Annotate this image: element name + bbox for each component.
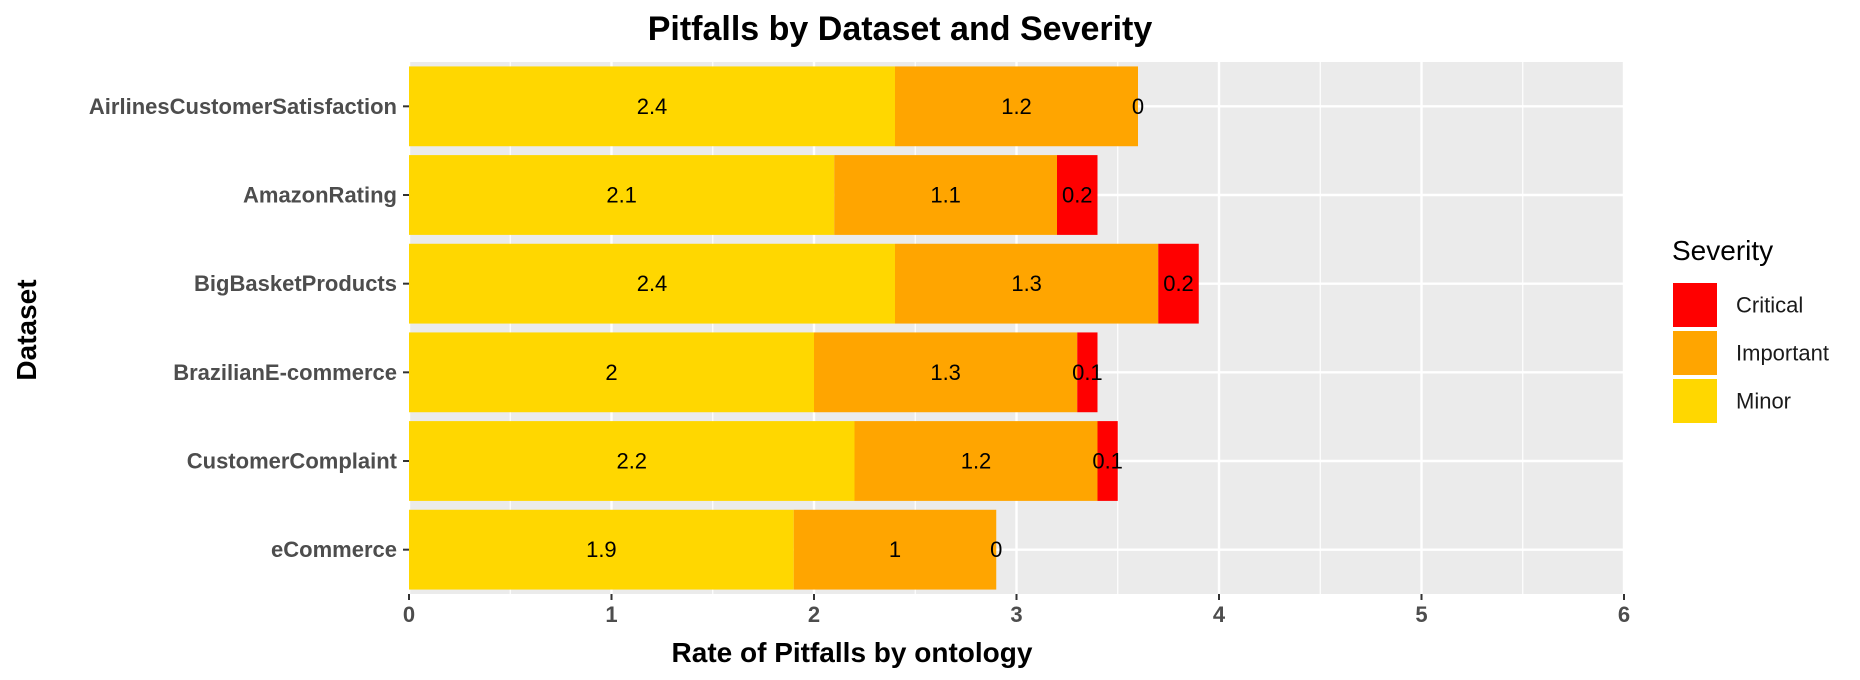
bar-minor [409, 155, 835, 235]
bar-important [814, 332, 1078, 413]
category-label: BigBasketProducts [194, 271, 397, 296]
legend-label-minor: Minor [1736, 389, 1791, 414]
x-tick-label: 1 [605, 602, 617, 627]
data-label-critical: 0.1 [1072, 360, 1103, 385]
bar-important [834, 155, 1057, 235]
data-label-minor: 1.9 [586, 537, 617, 562]
legend-key-important [1671, 329, 1719, 377]
x-axis-title: Rate of Pitfalls by ontology [672, 637, 1033, 668]
data-label-important: 1.2 [961, 449, 992, 474]
category-label: AmazonRating [243, 183, 397, 208]
bar-important [793, 509, 997, 590]
bar-important [895, 66, 1138, 147]
data-label-minor: 2 [605, 360, 617, 385]
bar-critical [1057, 155, 1098, 235]
x-tick-label: 2 [808, 602, 820, 627]
data-label-minor: 2.2 [616, 449, 647, 474]
data-label-important: 1 [889, 537, 901, 562]
bar-important [895, 243, 1159, 324]
bar-minor [409, 509, 794, 590]
bar-minor [409, 66, 895, 147]
chart-title: Pitfalls by Dataset and Severity [648, 10, 1153, 48]
legend: Severity Critical Important Minor [1671, 235, 1829, 425]
legend-title: Severity [1672, 235, 1773, 266]
x-tick-label: 0 [403, 602, 415, 627]
data-label-important: 1.2 [1001, 94, 1032, 119]
category-label: CustomerComplaint [187, 449, 398, 474]
category-label: eCommerce [271, 537, 397, 562]
bar-minor [409, 243, 895, 324]
legend-label-critical: Critical [1736, 293, 1803, 318]
data-label-important: 1.1 [930, 183, 961, 208]
x-tick-label: 6 [1618, 602, 1630, 627]
bar-important [854, 421, 1098, 501]
x-tick-label: 5 [1415, 602, 1427, 627]
data-label-important: 1.3 [930, 360, 961, 385]
legend-key-minor [1671, 377, 1719, 425]
x-tick-label: 4 [1213, 602, 1226, 627]
plot-area: 2.4 1.2 0 AirlinesCustomerSatisfaction 2.1 1.… [89, 62, 1630, 627]
data-label-minor: 2.4 [637, 271, 668, 296]
bar-critical [1097, 421, 1118, 501]
legend-label-important: Important [1736, 341, 1829, 366]
y-axis-title: Dataset [11, 279, 42, 380]
data-label-critical: 0.1 [1092, 449, 1123, 474]
data-label-minor: 2.4 [637, 94, 668, 119]
category-label: BrazilianE-commerce [173, 360, 397, 385]
x-tick-label: 3 [1010, 602, 1022, 627]
data-label-minor: 2.1 [606, 183, 637, 208]
legend-key-critical [1671, 281, 1719, 329]
bar-minor [409, 421, 855, 501]
data-label-critical: 0 [990, 537, 1002, 562]
bar-critical [1158, 243, 1199, 324]
data-label-critical: 0.2 [1163, 271, 1194, 296]
data-label-critical: 0 [1132, 94, 1144, 119]
bar-minor [409, 332, 814, 413]
data-label-critical: 0.2 [1062, 183, 1093, 208]
data-label-important: 1.3 [1011, 271, 1042, 296]
bar-critical [1077, 332, 1098, 413]
category-label: AirlinesCustomerSatisfaction [89, 94, 397, 119]
